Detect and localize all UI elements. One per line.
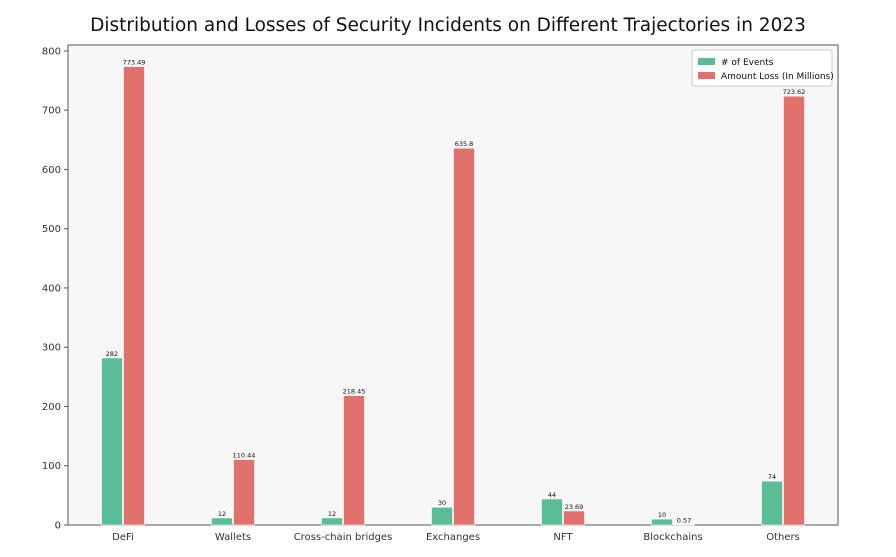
legend-swatch xyxy=(698,58,715,65)
x-tick-label: Wallets xyxy=(215,532,251,543)
x-tick-label: Others xyxy=(766,532,800,543)
legend-swatch xyxy=(698,72,715,79)
data-label: 44 xyxy=(548,491,556,499)
bar-events xyxy=(541,498,563,526)
bar-amount-loss xyxy=(783,95,805,526)
bar-events xyxy=(211,517,233,526)
bar-events xyxy=(431,506,453,526)
y-axis: 0 100 200 300 400 500 600 700 800 xyxy=(42,46,68,532)
bar-amount-loss xyxy=(563,510,585,526)
data-label: 30 xyxy=(438,499,446,507)
x-tick-label: DeFi xyxy=(112,532,134,543)
data-label: 12 xyxy=(218,510,226,518)
data-label: 218.45 xyxy=(343,388,366,396)
bar-events xyxy=(101,357,123,526)
y-tick-label: 0 xyxy=(55,521,61,532)
bar-events xyxy=(321,517,343,526)
x-axis: DeFi Wallets Cross-chain bridges Exchanges N… xyxy=(112,532,800,543)
x-tick-label: NFT xyxy=(553,532,573,543)
data-label: 282 xyxy=(106,350,118,358)
y-tick-label: 100 xyxy=(42,461,61,472)
bar-amount-loss xyxy=(343,395,365,526)
data-label: 12 xyxy=(328,510,336,518)
legend: # of Events Amount Loss (In Millions) xyxy=(691,49,834,87)
bar-amount-loss xyxy=(123,66,145,526)
data-label: 10 xyxy=(658,511,666,519)
bar-amount-loss xyxy=(233,459,255,526)
bars: 282 773.49 12 110.44 12 218.45 30 635.8 44 23.69 1… xyxy=(101,59,806,526)
y-tick-label: 200 xyxy=(42,402,61,413)
x-tick-label: Blockchains xyxy=(643,532,702,543)
bar-events xyxy=(761,480,783,526)
data-label: 0.57 xyxy=(677,517,691,525)
bar-amount-loss xyxy=(453,147,475,526)
x-tick-label: Cross-chain bridges xyxy=(294,532,393,543)
data-label: 74 xyxy=(768,473,776,481)
legend-label: # of Events xyxy=(721,58,774,68)
y-tick-label: 500 xyxy=(42,224,61,235)
data-label: 723.62 xyxy=(783,88,806,96)
y-tick-label: 600 xyxy=(42,165,61,176)
y-tick-label: 800 xyxy=(42,46,61,57)
bar-events xyxy=(651,518,673,526)
data-label: 23.69 xyxy=(565,503,584,511)
plot-area xyxy=(67,44,839,526)
data-label: 110.44 xyxy=(233,452,256,460)
legend-label: Amount Loss (In Millions) xyxy=(721,72,834,82)
data-label: 773.49 xyxy=(123,59,146,67)
chart-title: Distribution and Losses of Security Inci… xyxy=(90,15,806,36)
y-tick-label: 300 xyxy=(42,343,61,354)
y-tick-label: 400 xyxy=(42,283,61,294)
data-label: 635.8 xyxy=(455,140,474,148)
legend-box xyxy=(691,49,833,87)
x-tick-label: Exchanges xyxy=(426,532,480,543)
y-tick-label: 700 xyxy=(42,106,61,117)
